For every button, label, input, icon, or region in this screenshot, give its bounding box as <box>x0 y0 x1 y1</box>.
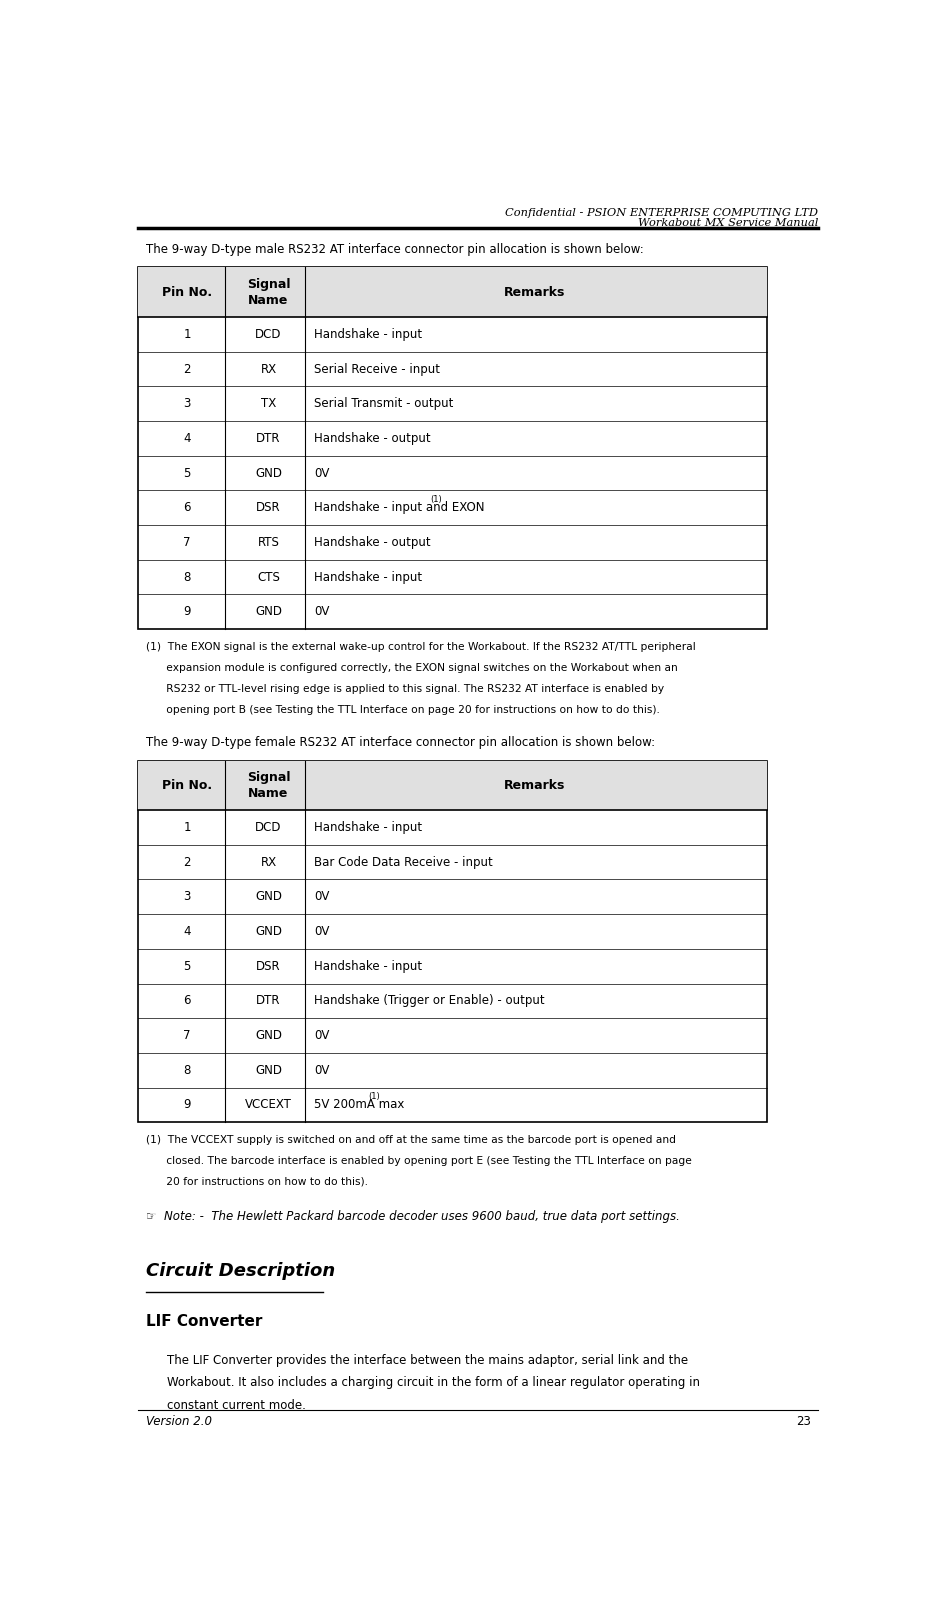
Text: Handshake - input: Handshake - input <box>314 328 422 341</box>
Text: Handshake - input: Handshake - input <box>314 959 422 973</box>
Text: 5V 200mA max: 5V 200mA max <box>314 1099 404 1112</box>
Text: (1)  The VCCEXT supply is switched on and off at the same time as the barcode po: (1) The VCCEXT supply is switched on and… <box>146 1134 675 1144</box>
Text: 4: 4 <box>184 431 191 444</box>
Text: CTS: CTS <box>257 571 280 584</box>
Text: DSR: DSR <box>257 959 281 973</box>
Text: 6: 6 <box>184 994 191 1007</box>
Bar <box>138 267 767 317</box>
Text: Handshake - output: Handshake - output <box>314 431 431 444</box>
Bar <box>138 761 767 809</box>
Text: 0V: 0V <box>314 467 329 479</box>
Text: 0V: 0V <box>314 1064 329 1076</box>
Text: GND: GND <box>255 467 282 479</box>
Text: Handshake - output: Handshake - output <box>314 536 431 549</box>
Text: 0V: 0V <box>314 605 329 618</box>
Text: LIF Converter: LIF Converter <box>146 1315 262 1329</box>
Text: Pin No.: Pin No. <box>162 779 212 792</box>
Text: 23: 23 <box>796 1414 811 1427</box>
Text: RX: RX <box>260 856 276 869</box>
Text: Signal
Name: Signal Name <box>246 278 290 307</box>
Bar <box>138 761 767 1123</box>
Text: GND: GND <box>255 890 282 903</box>
Text: Confidential - PSION ENTERPRISE COMPUTING LTD: Confidential - PSION ENTERPRISE COMPUTIN… <box>505 208 818 217</box>
Text: 8: 8 <box>184 1064 191 1076</box>
Bar <box>138 267 767 629</box>
Text: RS232 or TTL-level rising edge is applied to this signal. The RS232 AT interface: RS232 or TTL-level rising edge is applie… <box>146 684 663 693</box>
Text: GND: GND <box>255 925 282 938</box>
Text: expansion module is configured correctly, the EXON signal switches on the Workab: expansion module is configured correctly… <box>146 663 677 673</box>
Text: 5: 5 <box>184 959 191 973</box>
Text: Serial Transmit - output: Serial Transmit - output <box>314 397 453 410</box>
Text: Handshake (Trigger or Enable) - output: Handshake (Trigger or Enable) - output <box>314 994 545 1007</box>
Text: 1: 1 <box>184 328 191 341</box>
Text: 6: 6 <box>184 502 191 515</box>
Text: Workabout MX Service Manual: Workabout MX Service Manual <box>637 217 818 228</box>
Text: DSR: DSR <box>257 502 281 515</box>
Text: Handshake - input and EXON: Handshake - input and EXON <box>314 502 484 515</box>
Text: VCCEXT: VCCEXT <box>245 1099 292 1112</box>
Text: DCD: DCD <box>256 821 282 833</box>
Text: 2: 2 <box>184 856 191 869</box>
Text: 9: 9 <box>184 605 191 618</box>
Text: Handshake - input: Handshake - input <box>314 571 422 584</box>
Text: 1: 1 <box>184 821 191 833</box>
Text: Remarks: Remarks <box>504 286 564 299</box>
Text: Remarks: Remarks <box>504 779 564 792</box>
Text: The 9-way D-type male RS232 AT interface connector pin allocation is shown below: The 9-way D-type male RS232 AT interface… <box>146 243 643 256</box>
Text: DTR: DTR <box>257 431 281 444</box>
Text: 3: 3 <box>184 397 191 410</box>
Text: constant current mode.: constant current mode. <box>167 1398 306 1411</box>
Text: (1): (1) <box>368 1093 380 1101</box>
Text: Serial Receive - input: Serial Receive - input <box>314 362 440 375</box>
Text: GND: GND <box>255 1030 282 1043</box>
Text: Bar Code Data Receive - input: Bar Code Data Receive - input <box>314 856 493 869</box>
Text: GND: GND <box>255 605 282 618</box>
Text: opening port B (see Testing the TTL Interface on page 20 for instructions on how: opening port B (see Testing the TTL Inte… <box>146 705 660 714</box>
Text: 0V: 0V <box>314 1030 329 1043</box>
Text: DTR: DTR <box>257 994 281 1007</box>
Text: Version 2.0: Version 2.0 <box>146 1414 212 1427</box>
Text: closed. The barcode interface is enabled by opening port E (see Testing the TTL : closed. The barcode interface is enabled… <box>146 1155 691 1167</box>
Text: 5: 5 <box>184 467 191 479</box>
Text: Pin No.: Pin No. <box>162 286 212 299</box>
Text: (1): (1) <box>431 494 442 504</box>
Text: GND: GND <box>255 1064 282 1076</box>
Text: 7: 7 <box>184 1030 191 1043</box>
Text: 20 for instructions on how to do this).: 20 for instructions on how to do this). <box>146 1176 368 1187</box>
Text: (1)  The EXON signal is the external wake-up control for the Workabout. If the R: (1) The EXON signal is the external wake… <box>146 642 695 652</box>
Text: Circuit Description: Circuit Description <box>146 1263 335 1281</box>
Text: The LIF Converter provides the interface between the mains adaptor, serial link : The LIF Converter provides the interface… <box>167 1353 689 1368</box>
Text: 0V: 0V <box>314 890 329 903</box>
Text: RTS: RTS <box>258 536 279 549</box>
Text: Handshake - input: Handshake - input <box>314 821 422 833</box>
Text: 7: 7 <box>184 536 191 549</box>
Text: Workabout. It also includes a charging circuit in the form of a linear regulator: Workabout. It also includes a charging c… <box>167 1376 701 1389</box>
Text: RX: RX <box>260 362 276 375</box>
Text: 2: 2 <box>184 362 191 375</box>
Text: 4: 4 <box>184 925 191 938</box>
Text: ☞  Note: -  The Hewlett Packard barcode decoder uses 9600 baud, true data port s: ☞ Note: - The Hewlett Packard barcode de… <box>146 1210 679 1223</box>
Text: DCD: DCD <box>256 328 282 341</box>
Text: 3: 3 <box>184 890 191 903</box>
Text: The 9-way D-type female RS232 AT interface connector pin allocation is shown bel: The 9-way D-type female RS232 AT interfa… <box>146 735 655 748</box>
Text: 0V: 0V <box>314 925 329 938</box>
Text: 9: 9 <box>184 1099 191 1112</box>
Text: TX: TX <box>261 397 276 410</box>
Text: Signal
Name: Signal Name <box>246 771 290 800</box>
Text: 8: 8 <box>184 571 191 584</box>
